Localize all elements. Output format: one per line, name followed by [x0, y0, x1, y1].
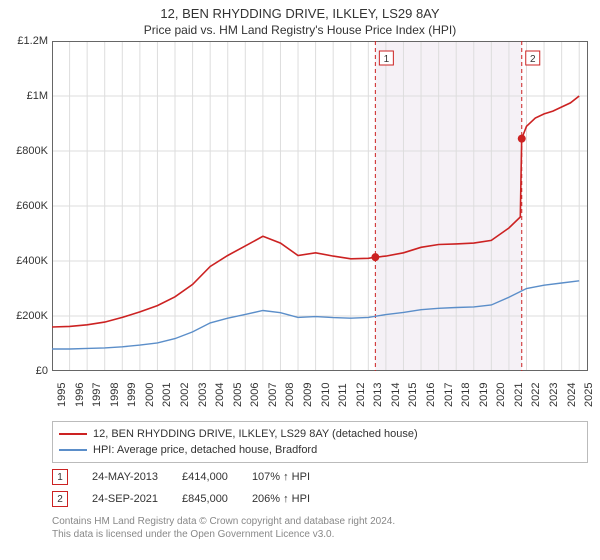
sale-price-1: £414,000 [182, 471, 228, 483]
x-tick-label: 2015 [407, 383, 419, 407]
legend-label-property: 12, BEN RHYDDING DRIVE, ILKLEY, LS29 8AY… [93, 426, 418, 442]
x-tick-label: 2009 [302, 383, 314, 407]
sale-badge-2: 2 [52, 491, 68, 507]
x-tick-label: 2004 [214, 383, 226, 407]
legend-swatch-property [59, 433, 87, 435]
y-tick-label: £800K [2, 145, 48, 157]
y-tick-label: £200K [2, 310, 48, 322]
svg-text:1: 1 [384, 54, 390, 65]
x-tick-label: 1995 [56, 383, 68, 407]
x-tick-label: 2017 [443, 383, 455, 407]
sale-hpi-2: 206% ↑ HPI [252, 493, 310, 505]
sale-price-2: £845,000 [182, 493, 228, 505]
x-tick-label: 2000 [144, 383, 156, 407]
sale-hpi-1: 107% ↑ HPI [252, 471, 310, 483]
sale-date-2: 24-SEP-2021 [92, 493, 158, 505]
x-tick-label: 2002 [179, 383, 191, 407]
legend-item-hpi: HPI: Average price, detached house, Brad… [59, 442, 581, 458]
x-tick-label: 2022 [530, 383, 542, 407]
x-tick-label: 2006 [249, 383, 261, 407]
legend: 12, BEN RHYDDING DRIVE, ILKLEY, LS29 8AY… [52, 421, 588, 463]
y-tick-label: £600K [2, 200, 48, 212]
x-tick-label: 2003 [197, 383, 209, 407]
x-tick-label: 1997 [91, 383, 103, 407]
sale-record-2: 2 24-SEP-2021 £845,000 206% ↑ HPI [52, 491, 588, 507]
attribution-line1: Contains HM Land Registry data © Crown c… [52, 515, 588, 528]
x-tick-label: 1998 [109, 383, 121, 407]
y-tick-label: £1.2M [2, 35, 48, 47]
sale-badge-1: 1 [52, 469, 68, 485]
x-tick-label: 2011 [337, 383, 349, 407]
attribution: Contains HM Land Registry data © Crown c… [52, 515, 588, 541]
y-tick-label: £400K [2, 255, 48, 267]
y-tick-label: £0 [2, 365, 48, 377]
x-tick-label: 2021 [513, 383, 525, 407]
chart-title: 12, BEN RHYDDING DRIVE, ILKLEY, LS29 8AY [0, 0, 600, 21]
sale-date-1: 24-MAY-2013 [92, 471, 158, 483]
x-tick-label: 2016 [425, 383, 437, 407]
chart-subtitle: Price paid vs. HM Land Registry's House … [0, 21, 600, 41]
x-tick-label: 2024 [566, 383, 578, 407]
x-tick-label: 1996 [74, 383, 86, 407]
legend-item-property: 12, BEN RHYDDING DRIVE, ILKLEY, LS29 8AY… [59, 426, 581, 442]
x-tick-label: 2013 [372, 383, 384, 407]
x-tick-label: 2010 [320, 383, 332, 407]
x-tick-label: 1999 [126, 383, 138, 407]
x-tick-label: 2023 [548, 383, 560, 407]
chart-area: 12 £0£200K£400K£600K£800K£1M£1.2M [52, 41, 588, 371]
x-tick-label: 2020 [495, 383, 507, 407]
legend-label-hpi: HPI: Average price, detached house, Brad… [93, 442, 317, 458]
chart-svg: 12 [52, 41, 588, 371]
x-tick-label: 2008 [284, 383, 296, 407]
x-tick-label: 2007 [267, 383, 279, 407]
x-tick-label: 2025 [583, 383, 595, 407]
sale-record-1: 1 24-MAY-2013 £414,000 107% ↑ HPI [52, 469, 588, 485]
x-tick-label: 2012 [355, 383, 367, 407]
x-tick-label: 2019 [478, 383, 490, 407]
legend-swatch-hpi [59, 449, 87, 451]
x-axis-ticks: 1995 1996 1997 1998 1999 2000 2001 2002 2003 2004… [52, 371, 588, 415]
x-tick-label: 2005 [232, 383, 244, 407]
x-tick-label: 2001 [161, 383, 173, 407]
y-tick-label: £1M [2, 90, 48, 102]
x-tick-label: 2014 [390, 383, 402, 407]
svg-text:2: 2 [530, 54, 536, 65]
attribution-line2: This data is licensed under the Open Gov… [52, 528, 588, 541]
x-tick-label: 2018 [460, 383, 472, 407]
